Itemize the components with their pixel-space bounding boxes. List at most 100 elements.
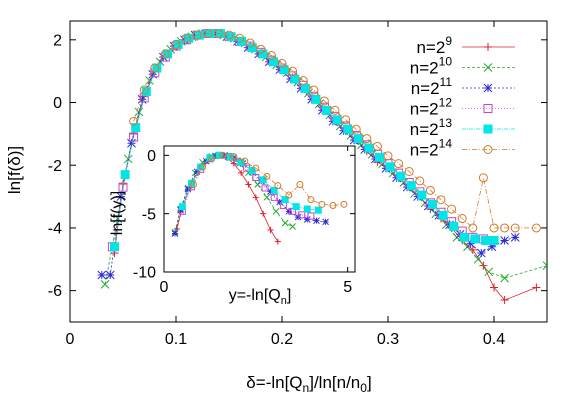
inset-y-axis-label: ln[f(y)] [109, 191, 126, 235]
inset-series-line [193, 154, 345, 206]
main-y-tick-label: 0 [53, 95, 62, 112]
inset-y-tick-label: 0 [147, 148, 156, 165]
inset-plot: 0 5 0 -5 -10 ln[f(y)] y=-ln[Qn] [109, 145, 356, 307]
main-data-point [256, 44, 266, 54]
inset-data-point [189, 181, 197, 188]
inset-data-point [267, 188, 274, 195]
main-y-tick-label: -6 [48, 283, 62, 300]
main-data-point [116, 192, 126, 201]
inset-data-point [307, 212, 315, 220]
main-data-point [459, 232, 469, 242]
inset-data-point [307, 196, 315, 204]
main-plot: 0 0.1 0.2 0.3 0.4 2 0 -2 -4 -6 ln[f(δ)] δ=-ln[Qn]… [5, 20, 548, 395]
inset-data-point [261, 184, 269, 192]
inset-x-tick-label: 0 [160, 279, 169, 296]
inset-data-point [303, 205, 311, 213]
inset-data-point [226, 153, 234, 161]
inset-data-point [193, 168, 201, 176]
main-x-tick-label: 0.3 [377, 331, 399, 348]
inset-y-tick-label: -10 [133, 265, 156, 282]
main-data-point [476, 248, 486, 258]
inset-data-point [171, 230, 179, 237]
main-data-point [332, 115, 342, 125]
inset-data-point [276, 198, 284, 206]
main-data-point [417, 190, 427, 200]
main-data-point [213, 29, 223, 39]
main-data-point [531, 223, 541, 233]
main-data-point [510, 232, 520, 242]
main-data-point [129, 132, 139, 142]
main-data-point [139, 85, 149, 95]
main-x-tick-label: 0 [66, 331, 75, 348]
inset-data-point [259, 176, 267, 184]
legend-label: n=29 [416, 34, 452, 57]
inset-data-point [221, 151, 228, 159]
main-data-point [447, 204, 457, 214]
main-series-group [97, 29, 547, 305]
main-data-point [353, 134, 363, 144]
inset-data-point [241, 157, 249, 165]
main-data-point [129, 116, 139, 126]
main-data-point [425, 185, 435, 195]
inset-data-point [208, 155, 216, 163]
legend-label: n=214 [410, 137, 453, 160]
main-data-point [542, 261, 547, 270]
main-data-point [245, 38, 255, 48]
inset-data-point [340, 200, 348, 208]
inset-data-point [245, 181, 252, 188]
main-data-point [224, 30, 234, 40]
main-data-point [300, 83, 310, 93]
main-data-point [500, 223, 510, 233]
main-data-point [137, 95, 147, 104]
main-data-point [152, 63, 162, 73]
inset-data-point [274, 238, 281, 245]
main-axis-ticks: 0 0.1 0.2 0.3 0.4 2 0 -2 -4 -6 [48, 21, 547, 348]
inset-x-tick-label: 5 [343, 279, 352, 296]
main-data-point [406, 181, 416, 191]
main-data-point [404, 167, 414, 176]
main-data-point [449, 221, 459, 231]
main-data-point [341, 115, 351, 125]
main-data-point [100, 280, 110, 289]
legend-label: n=212 [410, 96, 453, 119]
legend-label: n=210 [410, 55, 453, 78]
inset-data-point [230, 160, 237, 167]
inset-data-point [289, 223, 296, 230]
main-plot-frame [69, 20, 548, 323]
inset-data-point [281, 196, 289, 204]
main-data-point [385, 162, 395, 172]
main-x-tick-label: 0.4 [483, 331, 505, 348]
inset-data-point [313, 217, 320, 225]
legend-label: n=213 [410, 116, 453, 139]
main-data-point [203, 29, 213, 39]
main-data-point [489, 235, 499, 245]
inset-data-point [314, 206, 322, 214]
inset-data-point [206, 154, 214, 162]
main-y-tick-label: -2 [48, 158, 62, 175]
main-data-point [269, 57, 279, 67]
main-data-point [510, 223, 520, 233]
inset-data-point [267, 227, 274, 233]
main-x-tick-label: 0.1 [165, 331, 187, 348]
main-x-axis-label: δ=-ln[Qn]/ln[n/n0] [246, 373, 371, 395]
inset-data-point [177, 206, 184, 214]
main-series-4 [110, 29, 499, 252]
main-data-point [396, 171, 406, 181]
main-data-point [141, 87, 151, 97]
main-data-point [375, 152, 385, 162]
inset-data-point [248, 167, 256, 174]
main-y-tick-label: 2 [53, 32, 62, 49]
main-data-point [362, 134, 372, 144]
legend-marker [483, 63, 493, 72]
main-data-point [277, 58, 287, 68]
main-data-point [311, 94, 321, 104]
main-data-point [500, 273, 509, 283]
main-data-point [364, 143, 374, 153]
main-series-line [101, 33, 516, 276]
main-data-point [288, 66, 298, 76]
main-data-point [343, 124, 353, 134]
inset-data-point [270, 186, 278, 194]
main-data-point [468, 223, 478, 233]
